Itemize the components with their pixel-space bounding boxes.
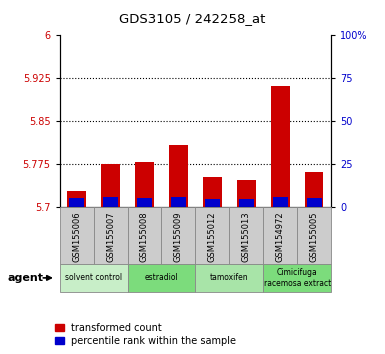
Text: GSM154972: GSM154972 — [276, 212, 285, 262]
Bar — [237, 179, 256, 207]
Bar — [67, 191, 86, 207]
Bar — [195, 264, 263, 292]
Bar — [297, 207, 331, 264]
Bar — [305, 172, 323, 207]
Bar — [127, 264, 195, 292]
Text: GSM155007: GSM155007 — [106, 212, 115, 262]
Bar — [171, 197, 186, 207]
Bar — [271, 86, 290, 207]
Text: GDS3105 / 242258_at: GDS3105 / 242258_at — [119, 12, 266, 25]
Bar — [273, 197, 288, 207]
Text: GSM155013: GSM155013 — [242, 212, 251, 262]
Bar — [263, 264, 331, 292]
Bar — [60, 264, 127, 292]
Bar — [229, 207, 263, 264]
Bar — [195, 207, 229, 264]
Bar — [203, 177, 222, 207]
Text: solvent control: solvent control — [65, 273, 122, 282]
Text: agent: agent — [8, 273, 44, 283]
Text: GSM155006: GSM155006 — [72, 212, 81, 262]
Bar — [69, 198, 84, 207]
Text: tamoxifen: tamoxifen — [210, 273, 249, 282]
Text: GSM155005: GSM155005 — [310, 212, 319, 262]
Bar — [60, 207, 94, 264]
Bar — [205, 199, 220, 207]
Text: GSM155009: GSM155009 — [174, 212, 183, 262]
Bar — [169, 145, 188, 207]
Text: estradiol: estradiol — [145, 273, 178, 282]
Bar — [137, 198, 152, 207]
Bar — [239, 199, 254, 207]
Bar — [306, 198, 322, 207]
Bar — [263, 207, 297, 264]
Bar — [161, 207, 195, 264]
Text: GSM155008: GSM155008 — [140, 212, 149, 262]
Bar — [94, 207, 127, 264]
Bar — [101, 164, 120, 207]
Bar — [103, 197, 118, 207]
Text: Cimicifuga
racemosa extract: Cimicifuga racemosa extract — [264, 268, 331, 287]
Bar — [127, 207, 161, 264]
Bar — [135, 162, 154, 207]
Text: GSM155012: GSM155012 — [208, 212, 217, 262]
Legend: transformed count, percentile rank within the sample: transformed count, percentile rank withi… — [55, 323, 236, 346]
